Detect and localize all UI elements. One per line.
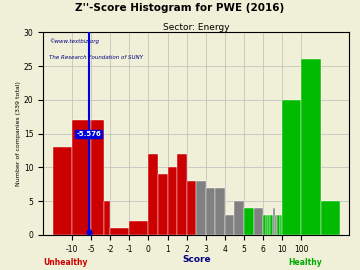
Y-axis label: Number of companies (339 total): Number of companies (339 total): [16, 81, 21, 186]
Bar: [320, 201, 339, 235]
Bar: [129, 221, 148, 235]
Bar: [104, 201, 110, 235]
Bar: [72, 120, 91, 235]
Bar: [280, 215, 282, 235]
Bar: [206, 188, 215, 235]
Bar: [53, 147, 72, 235]
Bar: [301, 59, 320, 235]
Bar: [158, 174, 167, 235]
Bar: [177, 154, 186, 235]
Text: -5.576: -5.576: [76, 131, 101, 137]
Text: ©www.textbiz.org: ©www.textbiz.org: [49, 39, 99, 44]
Text: Unhealthy: Unhealthy: [43, 258, 88, 266]
Bar: [215, 188, 225, 235]
Bar: [253, 208, 263, 235]
Title: Sector: Energy: Sector: Energy: [163, 23, 230, 32]
Bar: [244, 208, 253, 235]
Text: The Research Foundation of SUNY: The Research Foundation of SUNY: [49, 55, 143, 60]
Bar: [91, 120, 104, 235]
Text: Healthy: Healthy: [288, 258, 322, 266]
Bar: [282, 100, 301, 235]
Bar: [273, 208, 275, 235]
Bar: [278, 215, 280, 235]
Bar: [270, 215, 273, 235]
Bar: [186, 181, 196, 235]
Bar: [196, 181, 206, 235]
X-axis label: Score: Score: [182, 255, 211, 264]
Bar: [110, 228, 129, 235]
Bar: [266, 215, 268, 235]
Bar: [167, 167, 177, 235]
Bar: [225, 215, 234, 235]
Bar: [268, 215, 270, 235]
Bar: [275, 215, 278, 235]
Bar: [263, 215, 266, 235]
Text: Z''-Score Histogram for PWE (2016): Z''-Score Histogram for PWE (2016): [75, 3, 285, 13]
Bar: [148, 154, 158, 235]
Bar: [234, 201, 244, 235]
